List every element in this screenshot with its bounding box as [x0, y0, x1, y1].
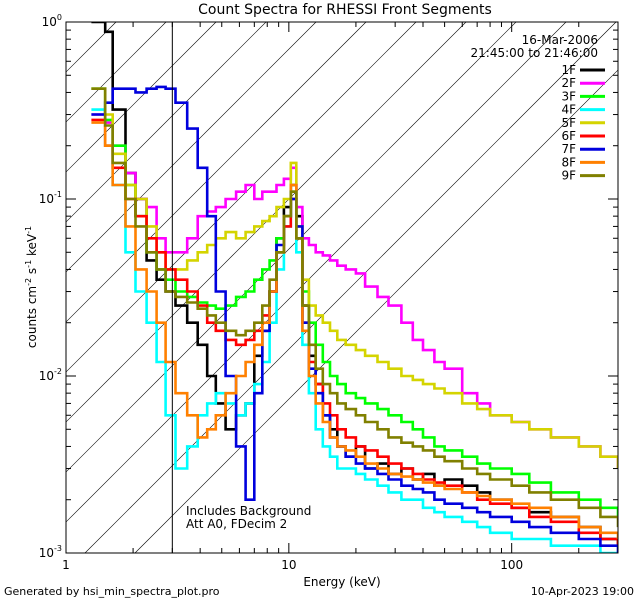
legend-label-3F: 3F — [561, 89, 576, 103]
hatch-line — [66, 22, 217, 173]
y-tick-exponent: -1 — [54, 190, 62, 199]
series-line-2F — [91, 113, 618, 469]
y-tick-base: 10 — [39, 546, 54, 560]
series-line-1F — [91, 22, 618, 546]
x-tick-label: 100 — [500, 558, 523, 572]
legend-label-2F: 2F — [561, 76, 576, 90]
legend-label-4F: 4F — [561, 103, 576, 117]
legend-label-6F: 6F — [561, 129, 576, 143]
y-tick-base: 10 — [42, 15, 57, 29]
y-axis-title: counts cm-2 s-1 keV-1 — [24, 226, 39, 348]
background-hatch-region — [66, 22, 618, 553]
legend-label-7F: 7F — [561, 142, 576, 156]
y-tick-exponent: -2 — [54, 367, 62, 376]
hatch-line — [66, 22, 517, 473]
legend-label-1F: 1F — [561, 63, 576, 77]
hatch-line — [66, 22, 317, 273]
series-line-4F — [91, 108, 618, 553]
hatch-line — [66, 22, 267, 223]
chart-date: 16-Mar-2006 — [522, 33, 598, 47]
x-tick-label: 10 — [281, 558, 296, 572]
hatch-line — [66, 22, 417, 373]
chart-time-range: 21:45:00 to 21:46:00 — [471, 46, 598, 60]
legend-label-8F: 8F — [561, 155, 576, 169]
hatch-line — [84, 22, 617, 553]
series-line-5F — [91, 87, 618, 469]
hatch-line — [66, 22, 117, 73]
x-tick-label: 1 — [62, 558, 70, 572]
legend-label-5F: 5F — [561, 116, 576, 130]
y-tick-label: 100 — [42, 13, 62, 29]
y-tick-label: 10-1 — [39, 190, 62, 206]
y-axis-title-end: keV — [25, 233, 39, 260]
y-tick-base: 10 — [39, 369, 54, 383]
y-axis-title-mid: s — [25, 268, 39, 278]
y-axis-title-sup1: -2 — [24, 278, 33, 286]
y-tick-base: 10 — [39, 192, 54, 206]
series-line-8F — [91, 121, 618, 539]
series-group — [91, 22, 618, 553]
y-tick-label: 10-3 — [39, 544, 62, 560]
y-axis-title-sup3: -1 — [24, 226, 33, 234]
series-line-9F — [91, 87, 618, 528]
annotation-attenuator: Att A0, FDecim 2 — [186, 517, 287, 531]
hatch-line — [66, 22, 167, 123]
y-tick-exponent: -3 — [54, 544, 62, 553]
y-tick-label: 10-2 — [39, 367, 62, 383]
annotation-background: Includes Background — [186, 504, 311, 518]
hatch-line — [66, 22, 467, 423]
hatch-line — [134, 69, 618, 553]
y-tick-exponent: 0 — [57, 13, 62, 22]
footer-generated-by: Generated by hsi_min_spectra_plot.pro — [4, 585, 220, 598]
chart-title: Count Spectra for RHESSI Front Segments — [198, 2, 492, 18]
hatch-line — [66, 22, 567, 523]
footer-timestamp: 10-Apr-2023 19:00 — [531, 585, 634, 598]
hatch-line — [66, 22, 367, 323]
y-axis-title-sup2: -1 — [24, 260, 33, 268]
legend-label-9F: 9F — [561, 169, 576, 183]
x-axis-title: Energy (keV) — [303, 575, 380, 589]
plot-frame — [65, 21, 619, 554]
